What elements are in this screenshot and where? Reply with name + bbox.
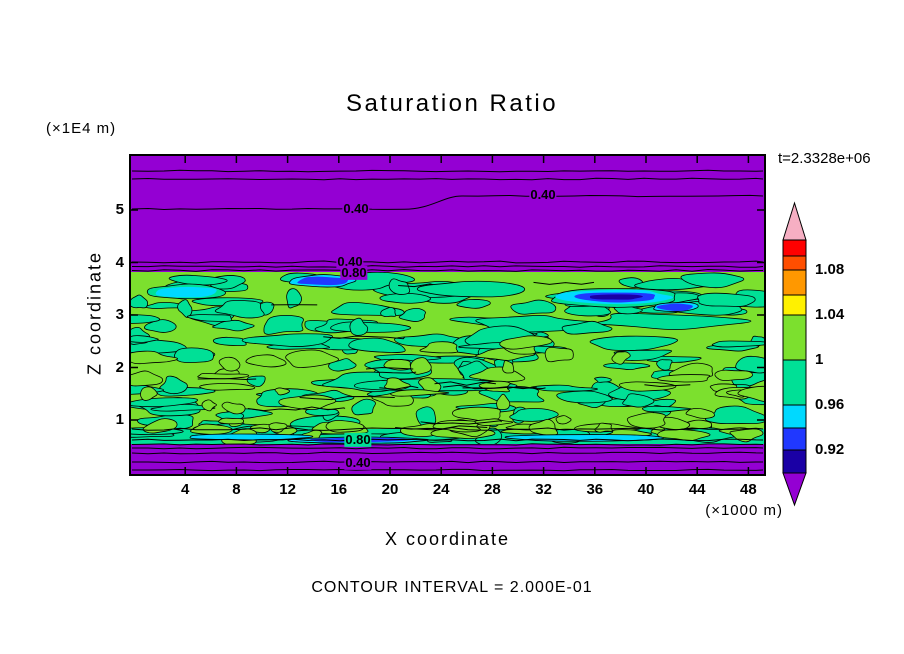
x-tick-label: 8	[232, 481, 241, 498]
contour-value-label: 0.40	[336, 253, 364, 270]
axis-ticks	[130, 155, 765, 475]
x-tick-label: 44	[688, 481, 706, 498]
x-tick-label: 20	[381, 481, 399, 498]
colorbar	[782, 201, 807, 507]
colorbar-level-label: 1	[815, 351, 824, 368]
contour-value-label: 0.40	[342, 200, 370, 217]
contour-interval-label: CONTOUR INTERVAL = 2.000E-01	[311, 579, 593, 596]
y-tick-label: 1	[115, 411, 124, 428]
colorbar-level-label: 1.08	[815, 261, 845, 278]
x-tick-label: 28	[484, 481, 501, 498]
x-tick-label: 36	[586, 481, 604, 498]
colorbar-level-label: 1.04	[815, 306, 845, 323]
colorbar-level-label: 0.92	[815, 441, 845, 458]
contour-value-label: 0.40	[344, 454, 372, 471]
y-tick-label: 4	[115, 253, 124, 271]
contour-value-label: 0.80	[340, 264, 368, 281]
contour-value-label: 0.80	[344, 431, 372, 448]
time-annotation: t=2.3328e+06	[778, 150, 871, 167]
y-tick-label: 2	[115, 358, 124, 376]
x-tick-label: 32	[535, 481, 552, 498]
x-axis-unit-label: (×1000 m)	[705, 502, 783, 519]
chart-title: Saturation Ratio	[345, 90, 559, 117]
x-tick-label: 24	[432, 481, 450, 498]
x-tick-label: 48	[740, 481, 757, 498]
x-axis-label: X coordinate	[384, 529, 511, 549]
saturation-field	[130, 155, 765, 475]
cloud-layer-texture	[130, 272, 765, 444]
colorbar-level-label: 0.96	[815, 396, 845, 413]
y-tick-label: 3	[115, 306, 124, 323]
x-tick-label: 12	[279, 481, 296, 498]
y-axis-unit-label: (×1E4 m)	[46, 120, 117, 137]
x-tick-label: 40	[637, 481, 655, 498]
x-tick-label: 4	[181, 481, 190, 498]
contour-value-label: 0.40	[529, 186, 557, 203]
x-tick-label: 16	[330, 481, 348, 498]
y-tick-label: 5	[115, 201, 124, 218]
